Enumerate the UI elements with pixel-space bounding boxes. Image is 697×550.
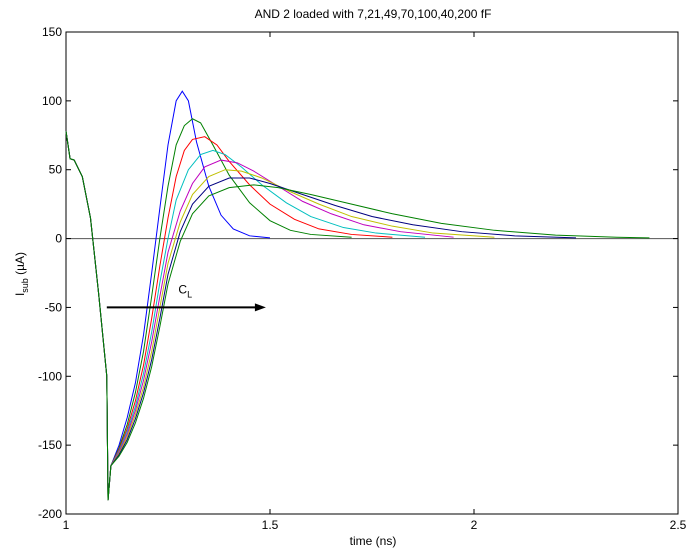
cl-annotation: CL: [106, 282, 266, 312]
y-tick-label: 100: [42, 94, 62, 108]
series-line-8: [65, 131, 650, 501]
y-axis-label-sub: sub: [20, 278, 30, 293]
y-tick-label: 0: [55, 232, 62, 246]
x-axis: 1 1.5 2 2.5: [63, 32, 687, 532]
x-tick-label: 1.5: [262, 518, 279, 532]
y-tick-label: -150: [38, 438, 62, 452]
x-axis-label: time (ns): [350, 534, 397, 548]
y-axis: -200 -150 -100 -50 0 50 100 150: [38, 25, 678, 521]
cl-label-main: C: [178, 282, 187, 296]
y-tick-label: 150: [42, 25, 62, 39]
y-axis-label-unit: (µA): [13, 252, 27, 278]
cl-arrow-head: [254, 303, 266, 312]
y-axis-label-main: I: [13, 293, 27, 296]
x-tick-label: 2.5: [670, 518, 687, 532]
cl-label-sub: L: [187, 289, 192, 299]
plot-frame: [65, 31, 679, 515]
x-tick-label: 1: [63, 518, 70, 532]
cl-label: CL: [178, 282, 192, 299]
y-tick-label: 50: [49, 163, 63, 177]
y-axis-label: Isub (µA): [13, 252, 30, 296]
y-tick-label: -50: [45, 300, 63, 314]
x-tick-label: 2: [471, 518, 478, 532]
y-tick-label: -200: [38, 507, 62, 521]
y-tick-label: -100: [38, 369, 62, 383]
chart-title: AND 2 loaded with 7,21,49,70,100,40,200 …: [255, 7, 492, 21]
plot-area: [65, 31, 679, 515]
